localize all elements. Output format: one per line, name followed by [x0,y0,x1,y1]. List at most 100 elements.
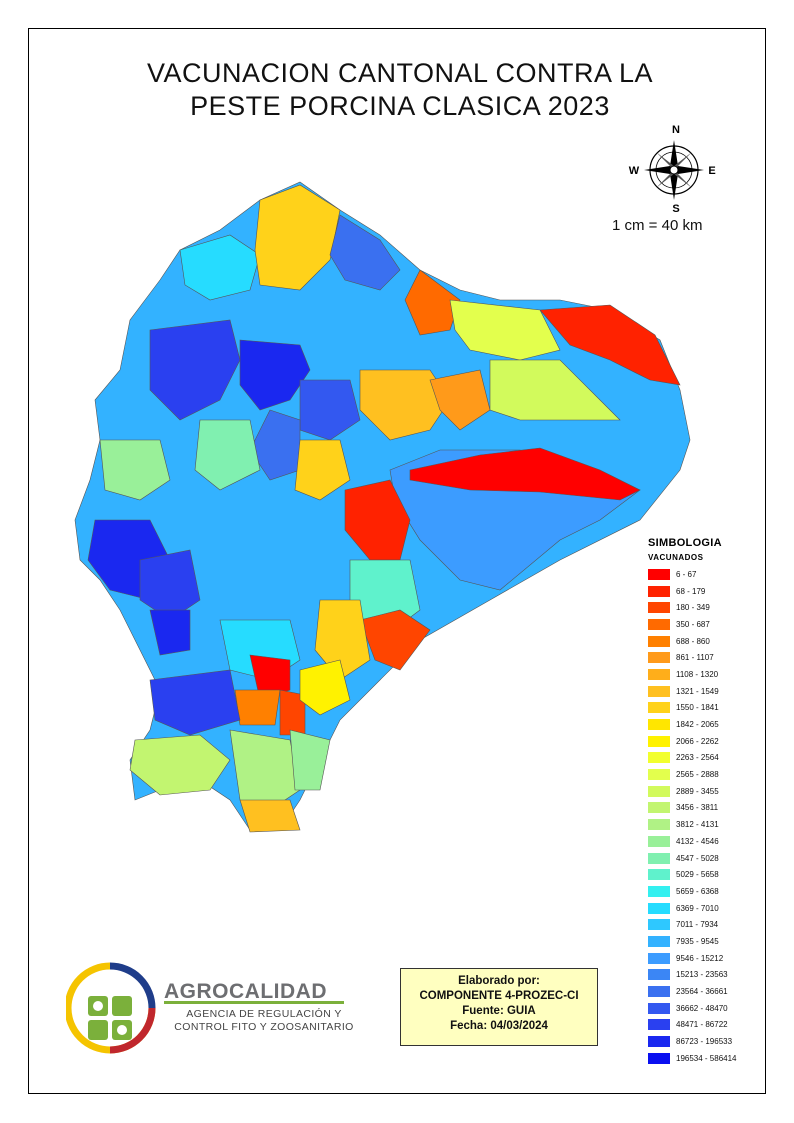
legend-item: 2263 - 2564 [648,750,768,767]
legend-item: 6 - 67 [648,566,768,583]
compass-east-label: E [708,165,715,177]
legend-swatch [648,668,670,680]
legend-label: 86723 - 196533 [676,1037,733,1047]
legend-item: 7935 - 9545 [648,933,768,950]
legend-swatch [648,769,670,781]
legend-swatch [648,635,670,647]
logo-name: AGROCALIDAD [164,980,327,1003]
compass-west-label: W [629,165,640,177]
legend-item: 688 - 860 [648,633,768,650]
legend-label: 688 - 860 [676,636,710,646]
legend-item: 2889 - 3455 [648,783,768,800]
legend-subheading: VACUNADOS [648,553,704,562]
ecuador-choropleth-map [74,181,691,833]
legend-swatch [648,919,670,931]
legend-item: 7011 - 7934 [648,916,768,933]
credits-box: Elaborado por: COMPONENTE 4-PROZEC-CI Fu… [400,968,598,1046]
legend-swatch [648,602,670,614]
legend-label: 350 - 687 [676,619,710,629]
legend-swatch [648,685,670,697]
legend-swatch [648,1019,670,1031]
legend-item: 9546 - 15212 [648,950,768,967]
map-title-line1: VACUNACION CANTONAL CONTRA LA [146,58,654,88]
legend-swatch [648,1052,670,1064]
legend-label: 4132 - 4546 [676,836,719,846]
legend-label: 2565 - 2888 [676,770,719,780]
legend-swatch [648,652,670,664]
legend-rows: 6 - 67 68 - 179 180 - 349 350 - 687 688 - 86… [648,566,768,1067]
legend-item: 196534 - 586414 [648,1050,768,1067]
legend-item: 5659 - 6368 [648,883,768,900]
legend-label: 1321 - 1549 [676,686,719,696]
legend-swatch [648,752,670,764]
legend-swatch [648,1036,670,1048]
legend-swatch [648,735,670,747]
legend-item: 861 - 1107 [648,649,768,666]
legend-label: 23564 - 36661 [676,987,728,997]
legend-label: 196534 - 586414 [676,1053,737,1063]
legend-item: 1842 - 2065 [648,716,768,733]
legend-label: 1842 - 2065 [676,720,719,730]
legend-item: 48471 - 86722 [648,1017,768,1034]
legend-swatch [648,819,670,831]
legend-swatch [648,935,670,947]
legend-label: 7011 - 7934 [676,920,719,930]
legend-item: 36662 - 48470 [648,1000,768,1017]
legend-label: 861 - 1107 [676,653,714,663]
legend-label: 2263 - 2564 [676,753,719,763]
legend-label: 5029 - 5658 [676,870,719,880]
legend-label: 6369 - 7010 [676,903,719,913]
legend-swatch [648,852,670,864]
legend-item: 4132 - 4546 [648,833,768,850]
legend-item: 350 - 687 [648,616,768,633]
legend-label: 180 - 349 [676,603,710,613]
map-frame [28,28,766,1094]
legend-item: 2565 - 2888 [648,766,768,783]
legend-label: 3456 - 3811 [676,803,719,813]
legend-label: 68 - 179 [676,586,706,596]
legend-label: 3812 - 4131 [676,820,719,830]
agrocalidad-logo-icon [66,962,156,1054]
legend-swatch [648,719,670,731]
legend-heading: SIMBOLOGIA [648,537,722,549]
legend-item: 3456 - 3811 [648,800,768,817]
credits-made-by: Elaborado por: [458,975,540,987]
legend-label: 15213 - 23563 [676,970,728,980]
compass-north-label: N [672,124,680,136]
credits-date: Fecha: 04/03/2024 [450,1020,548,1032]
logo-divider [164,1001,344,1004]
legend-item: 1550 - 1841 [648,700,768,717]
map-title-line2: PESTE PORCINA CLASICA 2023 [190,91,610,121]
legend-item: 4547 - 5028 [648,850,768,867]
compass-rose-icon: N S W E [629,124,716,215]
legend-item: 1108 - 1320 [648,666,768,683]
legend-item: 15213 - 23563 [648,967,768,984]
legend-item: 2066 - 2262 [648,733,768,750]
legend-label: 6 - 67 [676,569,697,579]
legend-label: 5659 - 6368 [676,886,719,896]
compass-south-label: S [672,203,679,215]
legend-swatch [648,1002,670,1014]
legend-label: 36662 - 48470 [676,1003,728,1013]
legend: SIMBOLOGIA VACUNADOS 6 - 67 68 - 179 180 -… [648,537,768,1067]
legend-item: 1321 - 1549 [648,683,768,700]
legend-item: 6369 - 7010 [648,900,768,917]
logo-subtitle-line1: AGENCIA DE REGULACIÓN Y [186,1008,342,1020]
legend-swatch [648,802,670,814]
legend-item: 5029 - 5658 [648,866,768,883]
legend-item: 23564 - 36661 [648,983,768,1000]
legend-swatch [648,568,670,580]
legend-swatch [648,952,670,964]
legend-swatch [648,835,670,847]
legend-swatch [648,885,670,897]
legend-swatch [648,869,670,881]
legend-swatch [648,785,670,797]
legend-swatch [648,618,670,630]
legend-item: 68 - 179 [648,583,768,600]
legend-label: 48471 - 86722 [676,1020,728,1030]
scale-label: 1 cm = 40 km [612,217,703,234]
legend-swatch [648,702,670,714]
legend-label: 4547 - 5028 [676,853,719,863]
legend-swatch [648,585,670,597]
legend-label: 7935 - 9545 [676,936,719,946]
